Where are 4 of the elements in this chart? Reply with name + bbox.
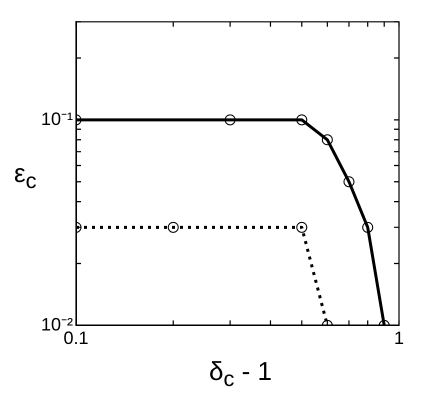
y-tick-label: 10⁻¹ — [41, 108, 74, 129]
x-axis-title: δ$_{c}$ - 1 — [208, 356, 273, 392]
x-tick-label: 1 — [394, 328, 404, 348]
y-axis-title: ε$_{c}$ — [14, 158, 36, 194]
